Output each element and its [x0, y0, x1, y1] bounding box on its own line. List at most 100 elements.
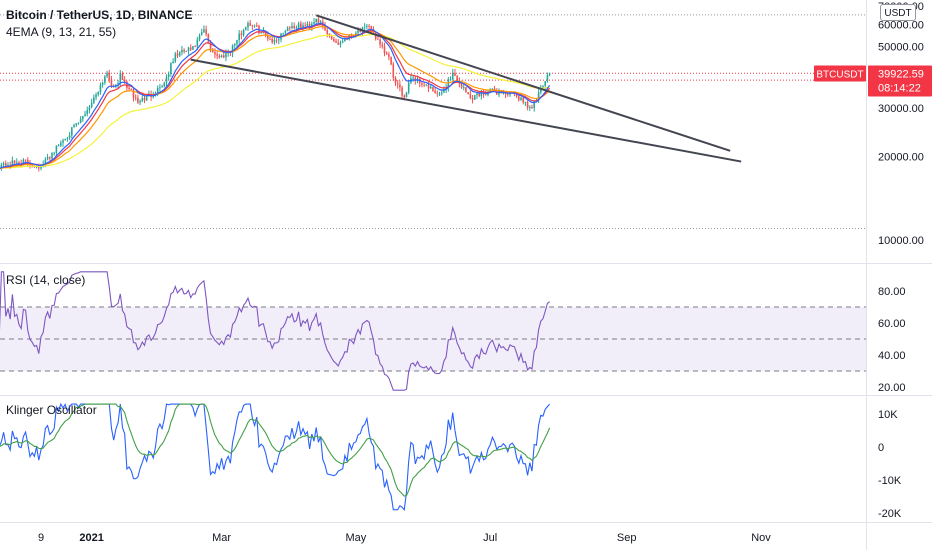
- candle-body: [407, 82, 410, 93]
- candle-body: [434, 90, 436, 94]
- candle-body: [51, 153, 53, 159]
- candle-body: [471, 98, 474, 100]
- time-tick-label: 9: [38, 532, 44, 544]
- candle-body: [251, 25, 254, 27]
- candle-body: [423, 84, 425, 86]
- candle-body: [240, 33, 243, 36]
- klinger-label: Klinger Oscillator: [6, 403, 97, 417]
- candle-body: [181, 49, 183, 53]
- candle-body: [308, 23, 311, 28]
- candle-body: [233, 43, 236, 46]
- candle-body: [381, 44, 384, 47]
- klinger-tick-label: 0: [878, 442, 884, 454]
- candle-body: [469, 94, 472, 99]
- candle-body: [306, 23, 309, 26]
- candle-body: [183, 49, 185, 52]
- trendline: [190, 58, 742, 163]
- candle-body: [412, 77, 414, 79]
- candle-body: [289, 27, 291, 29]
- candle-body: [53, 152, 56, 154]
- candle-body: [71, 127, 73, 136]
- ema-line: [0, 23, 551, 169]
- candle-body: [60, 142, 62, 146]
- candle-body: [498, 91, 500, 95]
- candle-body: [203, 29, 205, 33]
- candle-body: [326, 30, 329, 34]
- candle-body: [317, 18, 320, 23]
- rsi-label: RSI (14, close): [6, 273, 85, 287]
- candle-body: [529, 106, 531, 108]
- candle-body: [218, 55, 221, 58]
- candle-body: [414, 77, 417, 82]
- candle-body: [119, 73, 122, 84]
- candle-body: [167, 74, 170, 78]
- candle-body: [315, 18, 318, 23]
- candle-body: [454, 72, 456, 76]
- candle-body: [429, 86, 432, 89]
- symbol-tag-text: BTCUSDT: [816, 70, 863, 81]
- candle-body: [432, 86, 434, 91]
- candle-body: [504, 92, 507, 95]
- candle-body: [425, 84, 428, 86]
- candle-body: [460, 83, 463, 88]
- candle-body: [546, 74, 549, 82]
- klinger-line: [0, 403, 551, 497]
- candle-body: [139, 101, 141, 103]
- ema-line: [0, 33, 550, 169]
- candle-body: [247, 23, 249, 28]
- currency-button[interactable]: USDT: [880, 4, 916, 21]
- rsi-tick-label: 20.00: [878, 382, 906, 394]
- candle-body: [531, 106, 533, 108]
- candle-body: [465, 87, 467, 93]
- candle-body: [9, 164, 11, 166]
- time-tick-label: Mar: [212, 532, 231, 544]
- candle-body: [346, 39, 348, 41]
- candle-body: [176, 53, 179, 56]
- candle-body: [106, 72, 108, 77]
- ema-line: [0, 22, 551, 169]
- klinger-pane: [0, 402, 551, 511]
- candle-body: [383, 46, 386, 54]
- candle-body: [399, 84, 401, 88]
- candle-body: [225, 53, 227, 58]
- candle-body: [156, 87, 159, 93]
- candle-body: [130, 88, 133, 90]
- candle-body: [388, 54, 390, 57]
- candle-body: [214, 52, 216, 55]
- candle-body: [79, 118, 82, 123]
- candle-body: [319, 21, 322, 23]
- candle-body: [286, 27, 289, 31]
- candle-body: [537, 92, 540, 101]
- candle-body: [172, 61, 174, 64]
- candle-body: [11, 160, 14, 166]
- candle-body: [66, 137, 69, 139]
- candle-body: [49, 157, 51, 159]
- candle-body: [284, 30, 287, 33]
- candle-body: [132, 89, 135, 98]
- candle-body: [26, 159, 29, 164]
- candle-body: [421, 83, 423, 85]
- candle-body: [440, 92, 443, 94]
- trendline: [315, 14, 731, 152]
- candle-body: [269, 38, 271, 40]
- candle-body: [0, 164, 3, 169]
- symbol-tag: [814, 65, 866, 82]
- candle-body: [95, 94, 97, 98]
- candle-body: [357, 30, 359, 33]
- candle-body: [506, 94, 509, 96]
- candle-body: [200, 32, 203, 36]
- candle-body: [394, 77, 397, 84]
- candle-body: [275, 39, 278, 41]
- price-tick-label: 30000.00: [878, 103, 924, 115]
- chart-title: Bitcoin / TetherUS, 1D, BINANCE: [6, 8, 192, 22]
- candle-body: [449, 79, 452, 81]
- candle-body: [264, 31, 267, 35]
- klinger-line: [0, 402, 551, 511]
- candle-body: [484, 94, 487, 96]
- candle-body: [476, 93, 478, 96]
- candle-body: [352, 35, 355, 37]
- candle-body: [194, 46, 196, 47]
- candle-body: [385, 53, 388, 55]
